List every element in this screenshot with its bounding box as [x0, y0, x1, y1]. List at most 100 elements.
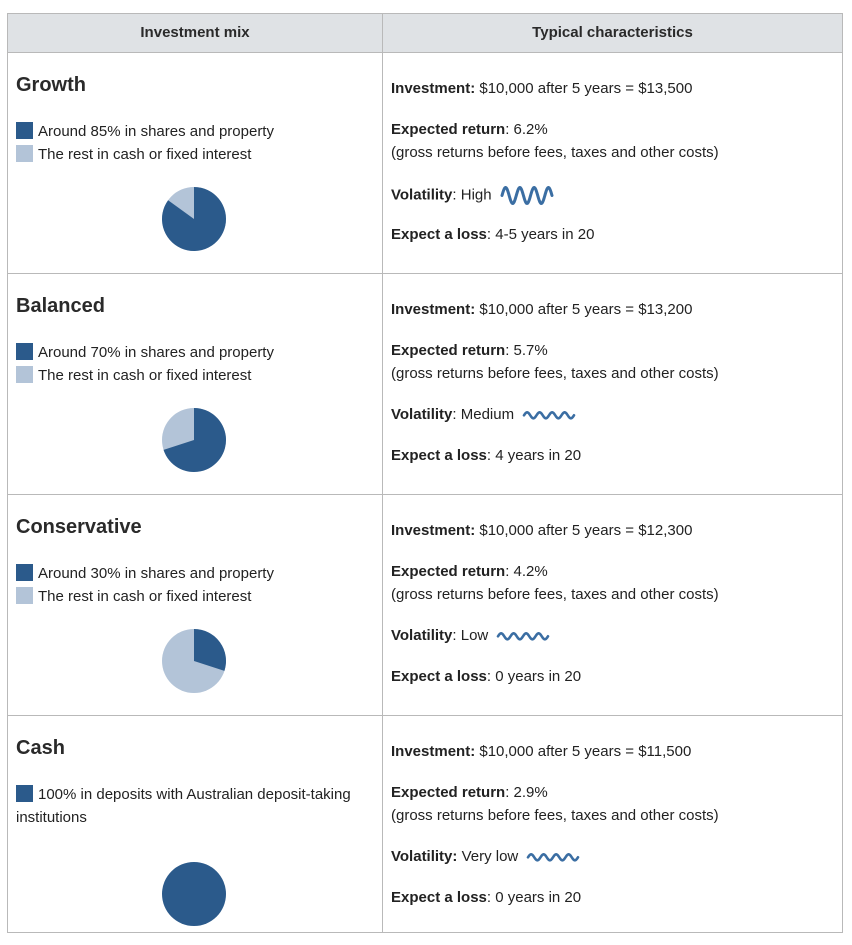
table-header: Investment mix Typical characteristics [8, 14, 842, 53]
legend-label: 100% in deposits with Australian deposit… [16, 786, 351, 826]
expect-loss-line: Expect a loss: 4 years in 20 [391, 446, 581, 466]
expect-loss-label: Expect a loss [391, 889, 487, 906]
expect-loss-value: : 0 years in 20 [486, 668, 582, 685]
allocation-legend: 100% in deposits with Australian deposit… [16, 783, 361, 829]
shares-swatch [16, 343, 33, 360]
row-title: Cash [16, 737, 65, 759]
wave-very-low-icon [526, 852, 580, 862]
row-title: Growth [16, 74, 86, 96]
wave-low-icon [496, 631, 550, 641]
pie-slice-shares [161, 187, 226, 251]
expected-return-label: Expected return [391, 784, 506, 801]
return-note: (gross returns before fees, taxes and ot… [391, 806, 719, 826]
legend-label: Around 30% in shares and property [38, 565, 274, 582]
legend-label: Around 85% in shares and property [38, 123, 274, 140]
cash-swatch [16, 366, 33, 383]
allocation-pie-chart [162, 862, 226, 926]
expect-loss-line: Expect a loss: 4-5 years in 20 [391, 225, 594, 245]
legend-label: The rest in cash or fixed interest [38, 367, 252, 384]
cash-swatch [16, 587, 33, 604]
legend-item: Around 70% in shares and property [16, 341, 274, 364]
volatility-label: Volatility [391, 406, 453, 423]
expected-return-value: : 4.2% [505, 563, 548, 580]
expect-loss-line: Expect a loss: 0 years in 20 [391, 667, 581, 687]
wave-high-icon [500, 186, 554, 205]
allocation-pie-chart [162, 408, 227, 472]
expected-return-line: Expected return: 2.9% [391, 783, 548, 803]
cash-swatch [16, 145, 33, 162]
volatility-line: Volatility: High [391, 184, 554, 207]
volatility-value: Very low [457, 848, 519, 865]
investment-value: $10,000 after 5 years = $11,500 [475, 743, 692, 760]
legend-item: The rest in cash or fixed interest [16, 585, 274, 608]
row-title: Conservative [16, 516, 142, 538]
volatility-line: Volatility: Very low [391, 847, 580, 867]
expected-return-line: Expected return: 4.2% [391, 562, 548, 582]
investment-label: Investment: [391, 301, 476, 318]
legend-item: Around 85% in shares and property [16, 120, 274, 143]
table-row: Conservative Around 30% in shares and pro… [8, 495, 842, 716]
investment-label: Investment: [391, 80, 476, 97]
expect-loss-line: Expect a loss: 0 years in 20 [391, 888, 581, 908]
expect-loss-label: Expect a loss [391, 226, 487, 243]
pie-slice-shares [163, 408, 227, 472]
expected-return-line: Expected return: 6.2% [391, 120, 548, 140]
expected-return-value: : 6.2% [505, 121, 548, 138]
table-row: Cash 100% in deposits with Australian dep… [8, 716, 842, 937]
investment-line: Investment: $10,000 after 5 years = $13,… [391, 79, 692, 99]
legend-item: 100% in deposits with Australian deposit… [16, 783, 361, 829]
return-note: (gross returns before fees, taxes and ot… [391, 585, 719, 605]
header-typical-characteristics: Typical characteristics [532, 24, 693, 41]
volatility-label: Volatility [391, 627, 453, 644]
investment-line: Investment: $10,000 after 5 years = $13,… [391, 300, 692, 320]
shares-swatch [16, 564, 33, 581]
investment-value: $10,000 after 5 years = $13,500 [475, 80, 693, 97]
return-note-text: (gross returns before fees, taxes and ot… [391, 365, 719, 382]
expect-loss-label: Expect a loss [391, 447, 487, 464]
return-note-text: (gross returns before fees, taxes and ot… [391, 586, 719, 603]
expected-return-label: Expected return [391, 563, 506, 580]
legend-label: The rest in cash or fixed interest [38, 588, 252, 605]
header-investment-mix: Investment mix [140, 24, 250, 41]
expect-loss-value: : 0 years in 20 [486, 889, 582, 906]
legend-label: The rest in cash or fixed interest [38, 146, 252, 163]
shares-swatch [16, 122, 33, 139]
expect-loss-value: : 4-5 years in 20 [486, 226, 595, 243]
legend-item: Around 30% in shares and property [16, 562, 274, 585]
shares-swatch [16, 785, 33, 802]
expected-return-line: Expected return: 5.7% [391, 341, 548, 361]
expected-return-value: : 5.7% [505, 342, 548, 359]
expected-return-label: Expected return [391, 342, 506, 359]
expected-return-value: : 2.9% [505, 784, 548, 801]
column-divider [382, 14, 383, 932]
volatility-line: Volatility: Low [391, 626, 550, 646]
table-row: Growth Around 85% in shares and property T… [8, 53, 842, 274]
return-note: (gross returns before fees, taxes and ot… [391, 143, 719, 163]
return-note-text: (gross returns before fees, taxes and ot… [391, 144, 719, 161]
legend-label: Around 70% in shares and property [38, 344, 274, 361]
expect-loss-value: : 4 years in 20 [486, 447, 582, 464]
volatility-value: : Low [452, 627, 489, 644]
volatility-value: : Medium [452, 406, 515, 423]
legend-item: The rest in cash or fixed interest [16, 143, 274, 166]
investment-label: Investment: [391, 522, 476, 539]
wave-medium-icon [522, 410, 576, 420]
return-note-text: (gross returns before fees, taxes and ot… [391, 807, 719, 824]
volatility-line: Volatility: Medium [391, 405, 576, 425]
investment-line: Investment: $10,000 after 5 years = $11,… [391, 742, 691, 762]
allocation-pie-chart [162, 629, 226, 693]
investment-label: Investment: [391, 743, 476, 760]
allocation-pie-chart [161, 187, 226, 251]
investment-value: $10,000 after 5 years = $13,200 [475, 301, 693, 318]
volatility-value: : High [452, 186, 492, 204]
row-title: Balanced [16, 295, 105, 317]
allocation-legend: Around 30% in shares and property The res… [16, 562, 274, 608]
investment-value: $10,000 after 5 years = $12,300 [475, 522, 693, 539]
volatility-label: Volatility [391, 186, 453, 204]
allocation-legend: Around 70% in shares and property The res… [16, 341, 274, 387]
volatility-label: Volatility: [391, 848, 458, 865]
pie-slice-shares [194, 629, 226, 671]
expect-loss-label: Expect a loss [391, 668, 487, 685]
legend-item: The rest in cash or fixed interest [16, 364, 274, 387]
pie-slice-shares [162, 862, 226, 926]
